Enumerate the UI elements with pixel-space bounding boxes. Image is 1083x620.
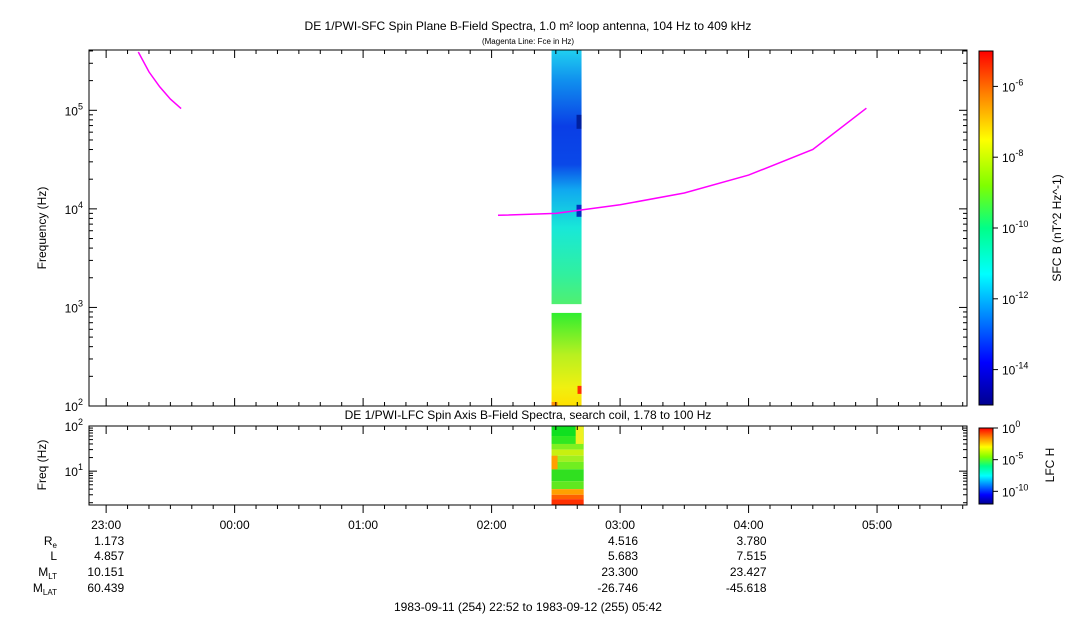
ephemeris-value: 4.516 xyxy=(608,534,638,548)
sfc-colorbar-tick-label: 10-6 xyxy=(1002,77,1023,94)
lfc-band xyxy=(551,461,584,470)
time-tick-label: 23:00 xyxy=(91,518,121,532)
panel2-title: DE 1/PWI-LFC Spin Axis B-Field Spectra, … xyxy=(345,408,712,422)
ephemeris-label: MLAT xyxy=(33,581,57,597)
lfc-spot xyxy=(575,426,584,444)
sfc-spot xyxy=(577,385,582,394)
sfc-y-tick-label: 102 xyxy=(65,397,83,414)
time-tick-label: 04:00 xyxy=(734,518,764,532)
time-tick-label: 03:00 xyxy=(605,518,635,532)
sfc-colorbar-ticks: 10-14 10-12 10-10 10-8 10-6 xyxy=(993,77,1028,378)
ephemeris-label: L xyxy=(50,549,57,563)
time-axis: 23:00 00:00 01:00 02:00 03:00 04:00 05:00 xyxy=(91,50,964,532)
ephemeris-value: -45.618 xyxy=(726,581,767,595)
sfc-colorbar-tick-label: 10-10 xyxy=(1002,219,1028,236)
lfc-band xyxy=(551,455,584,462)
sfc-band-low xyxy=(551,312,582,406)
lfc-colorbar-tick-label: 10-10 xyxy=(1002,482,1028,499)
sfc-colorbar xyxy=(978,50,994,406)
sfc-band-high xyxy=(551,50,582,305)
sfc-colorbar-tick-label: 10-12 xyxy=(1002,290,1028,307)
fce-line-segment_1 xyxy=(137,51,182,110)
lfc-band xyxy=(551,436,584,444)
lfc-colorbar-label: LFC H xyxy=(1043,448,1057,483)
lfc-plot-frame xyxy=(88,425,968,506)
ephemeris-value: 5.683 xyxy=(608,549,638,563)
ephemeris-label: Re xyxy=(44,534,58,550)
lfc-colorbar-ticks: 10-10 10-5 100 xyxy=(993,419,1028,499)
lfc-band xyxy=(551,443,584,450)
lfc-y-axis: 101 102 xyxy=(65,417,967,504)
ephemeris-value: 23.300 xyxy=(601,565,638,579)
chart-title: DE 1/PWI-SFC Spin Plane B-Field Spectra,… xyxy=(305,19,752,33)
ephemeris-value: 4.857 xyxy=(94,549,124,563)
sfc-y-tick-label: 105 xyxy=(65,101,83,118)
lfc-band xyxy=(551,449,584,456)
lfc-colorbar-tick-label: 10-5 xyxy=(1002,451,1023,468)
lfc-y-tick-label: 101 xyxy=(65,462,83,479)
lfc-band xyxy=(551,494,584,500)
time-tick-label: 05:00 xyxy=(862,518,892,532)
lfc-band xyxy=(551,481,584,490)
ephemeris-value: 7.515 xyxy=(737,549,767,563)
sfc-y-axis: 102 103 104 105 xyxy=(65,50,967,414)
sfc-y-tick-label: 104 xyxy=(65,200,83,217)
chart-subtitle: (Magenta Line: Fce in Hz) xyxy=(482,37,574,46)
ephemeris-value: 10.151 xyxy=(87,565,124,579)
lfc-band xyxy=(551,469,584,482)
time-tick-label: 01:00 xyxy=(348,518,378,532)
lfc-y-axis-label: Freq (Hz) xyxy=(35,440,49,491)
time-tick-label: 02:00 xyxy=(477,518,507,532)
sfc-plot-frame xyxy=(88,49,968,407)
lfc-colorbar-tick-label: 100 xyxy=(1002,419,1020,436)
sfc-spot xyxy=(551,402,558,406)
date-range: 1983-09-11 (254) 22:52 to 1983-09-12 (25… xyxy=(394,600,662,614)
lfc-band xyxy=(551,489,584,495)
ephemeris-value: 23.427 xyxy=(730,565,767,579)
sfc-colorbar-tick-label: 10-14 xyxy=(1002,361,1028,378)
ephemeris-value: 3.780 xyxy=(737,534,767,548)
fce-magenta-line xyxy=(137,51,867,217)
lfc-y-tick-label: 102 xyxy=(65,417,83,434)
ephemeris-value: 60.439 xyxy=(87,581,124,595)
ephemeris-value: -26.746 xyxy=(597,581,638,595)
sfc-colorbar-tick-label: 10-8 xyxy=(1002,148,1023,165)
sfc-colorbar-label: SFC B (nT^2 Hz^-1) xyxy=(1050,174,1064,281)
ephemeris-label: MLT xyxy=(38,565,57,581)
lfc-spectrogram xyxy=(551,426,584,505)
lfc-colorbar xyxy=(978,427,994,505)
lfc-band xyxy=(551,426,584,437)
sfc-spectrogram xyxy=(551,50,582,406)
time-tick-label: 00:00 xyxy=(220,518,250,532)
lfc-band xyxy=(551,499,584,505)
ephemeris-value: 1.173 xyxy=(94,534,124,548)
sfc-y-tick-label: 103 xyxy=(65,298,83,315)
sfc-y-axis-label: Frequency (Hz) xyxy=(35,187,49,270)
lfc-spot xyxy=(551,455,558,470)
sfc-spot xyxy=(576,114,582,129)
fce-line-segment_2 xyxy=(497,107,867,217)
